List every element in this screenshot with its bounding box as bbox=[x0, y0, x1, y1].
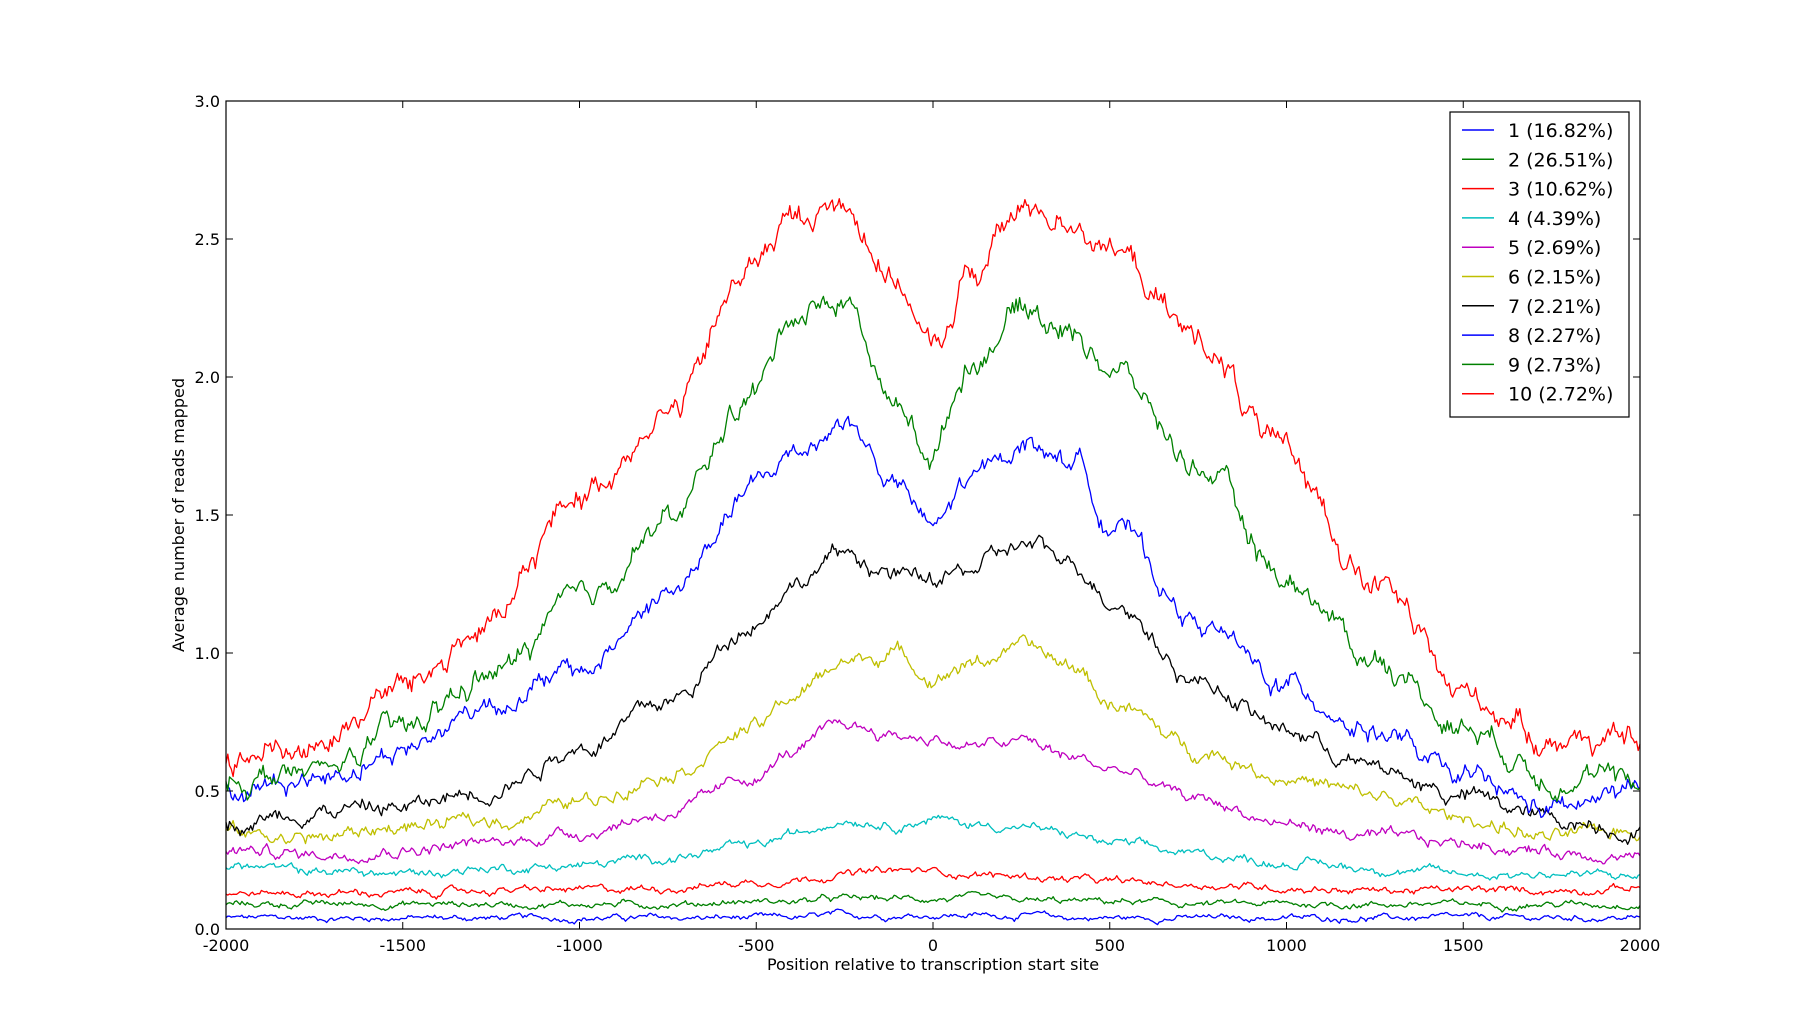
legend-entry-label: 10 (2.72%) bbox=[1508, 384, 1613, 406]
series-line-3 bbox=[225, 865, 1641, 900]
series-line-10 bbox=[225, 198, 1641, 778]
legend: 1 (16.82%) 2 (26.51%) 3 (10.62%) 4 (4.39%) 5… bbox=[1449, 111, 1630, 418]
x-axis-label: Position relative to transcription start… bbox=[767, 955, 1099, 974]
series-line-7 bbox=[225, 534, 1641, 845]
x-tick-label: 2000 bbox=[1620, 936, 1661, 955]
legend-entry-label: 8 (2.27%) bbox=[1508, 325, 1601, 347]
y-tick-label: 2.0 bbox=[195, 368, 220, 387]
legend-entry-label: 5 (2.69%) bbox=[1508, 237, 1601, 259]
x-tick-label: 1500 bbox=[1443, 936, 1484, 955]
legend-entry-label: 7 (2.21%) bbox=[1508, 296, 1601, 318]
x-axis: -2000 -1500 -1000 -500 0 500 1000 1500 2000 bbox=[203, 101, 1661, 955]
legend-entry-label: 1 (16.82%) bbox=[1508, 120, 1613, 142]
y-tick-label: 3.0 bbox=[195, 92, 220, 111]
legend-entry-label: 9 (2.73%) bbox=[1508, 354, 1601, 376]
x-tick-label: -500 bbox=[738, 936, 774, 955]
series-layer bbox=[225, 198, 1641, 926]
y-axis: 0.0 0.5 1.0 1.5 2.0 2.5 3.0 bbox=[195, 92, 1640, 939]
legend-entry-label: 4 (4.39%) bbox=[1508, 208, 1601, 230]
y-tick-label: 0.5 bbox=[195, 782, 220, 801]
series-line-4 bbox=[225, 814, 1641, 881]
x-tick-label: -1000 bbox=[556, 936, 603, 955]
series-line-6 bbox=[225, 634, 1641, 845]
x-tick-label: -1500 bbox=[380, 936, 427, 955]
series-line-2 bbox=[225, 890, 1641, 913]
series-line-1 bbox=[225, 908, 1641, 926]
legend-entry-label: 6 (2.15%) bbox=[1508, 267, 1601, 289]
legend-box bbox=[1449, 111, 1630, 418]
x-tick-label: 1000 bbox=[1266, 936, 1307, 955]
x-tick-label: 500 bbox=[1094, 936, 1125, 955]
y-tick-label: 2.5 bbox=[195, 230, 220, 249]
legend-entry-label: 2 (26.51%) bbox=[1508, 149, 1613, 171]
x-tick-label: -2000 bbox=[203, 936, 250, 955]
y-tick-label: 1.0 bbox=[195, 644, 220, 663]
series-line-9 bbox=[225, 295, 1641, 803]
y-tick-label: 0.0 bbox=[195, 920, 220, 939]
x-tick-label: 0 bbox=[928, 936, 938, 955]
legend-entry-label: 3 (10.62%) bbox=[1508, 179, 1613, 201]
y-axis-label: Average number of reads mapped bbox=[169, 378, 188, 652]
y-tick-label: 1.5 bbox=[195, 506, 220, 525]
series-line-8 bbox=[225, 415, 1641, 819]
series-line-5 bbox=[225, 719, 1641, 865]
